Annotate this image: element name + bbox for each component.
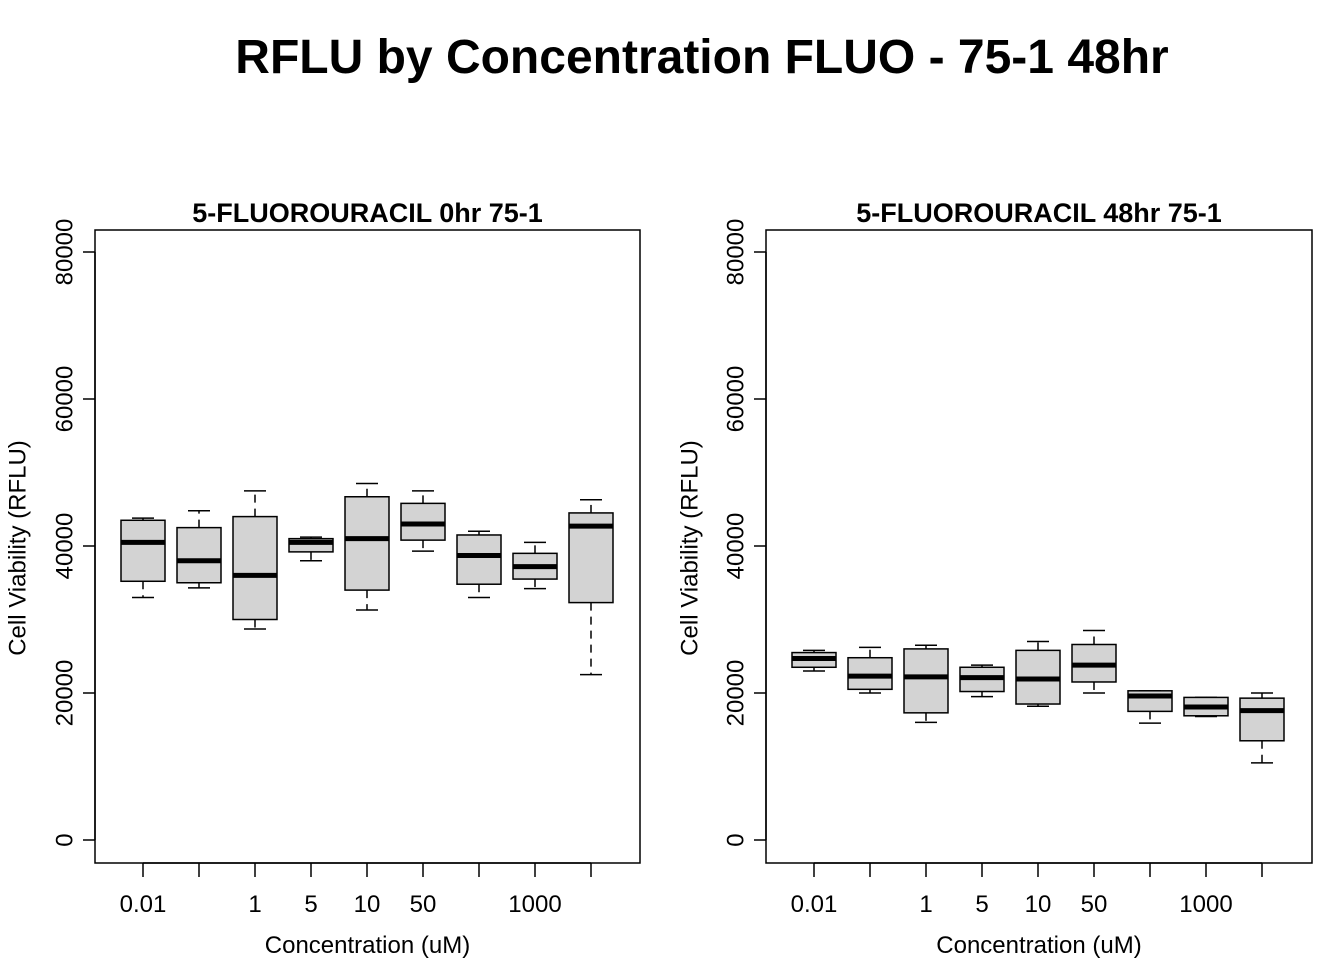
x-tick-label: 5 [304, 891, 317, 918]
box-iqr [344, 496, 390, 591]
y-tick-label: 0 [52, 833, 79, 846]
y-tick-label: 40000 [723, 513, 750, 580]
box-iqr [456, 534, 502, 585]
panel-title: 5-FLUOROURACIL 48hr 75-1 [856, 198, 1222, 228]
x-tick-label: 1000 [508, 891, 561, 918]
y-tick-label: 60000 [723, 366, 750, 433]
main-title: RFLU by Concentration FLUO - 75-1 48hr [235, 31, 1169, 84]
box-1000 [1183, 696, 1229, 718]
box-0.01 [120, 517, 166, 599]
panel-title: 5-FLUOROURACIL 0hr 75-1 [192, 198, 543, 228]
box-100 [1127, 690, 1173, 724]
box-iqr [903, 648, 949, 714]
box-100 [456, 530, 502, 599]
x-axis-label: Concentration (uM) [265, 932, 470, 959]
x-tick-label: 5 [975, 891, 988, 918]
y-tick-label: 60000 [52, 366, 79, 433]
box-10000 [568, 498, 614, 676]
right-panel: 5-FLUOROURACIL 48hr 75-1 0 20000 40000 60000… [677, 198, 1313, 959]
box-1000 [512, 541, 558, 590]
y-tick-label: 80000 [52, 219, 79, 286]
box-10 [1015, 640, 1061, 707]
box-iqr [1239, 697, 1285, 742]
x-tick-label: 10 [1025, 891, 1052, 918]
y-tick-label: 80000 [723, 219, 750, 286]
box-iqr [176, 526, 222, 584]
box-0.1 [847, 646, 893, 694]
x-tick-label: 0.01 [791, 891, 838, 918]
box-0.1 [176, 509, 222, 589]
box-50 [400, 490, 446, 552]
x-tick-label: 10 [354, 891, 381, 918]
box-iqr [232, 515, 278, 621]
box-iqr [847, 656, 893, 691]
box-0.01 [791, 649, 837, 672]
box-1 [903, 644, 949, 724]
left-panel: 5-FLUOROURACIL 0hr 75-1 0 20000 40000 60000 8… [5, 198, 641, 959]
x-tick-label: 1 [248, 891, 261, 918]
x-tick-label: 1 [919, 891, 932, 918]
y-tick-label: 40000 [52, 513, 79, 580]
x-tick-label: 50 [1081, 891, 1108, 918]
x-tick-label: 50 [410, 891, 437, 918]
box-5 [959, 664, 1005, 698]
plot-frame [765, 229, 1313, 864]
y-axis-label: Cell Viability (RFLU) [5, 440, 32, 656]
x-axis-label: Concentration (uM) [936, 932, 1141, 959]
x-tick-label: 1000 [1179, 891, 1232, 918]
y-tick-label: 20000 [723, 660, 750, 727]
y-tick-label: 20000 [52, 660, 79, 727]
box-10 [344, 482, 390, 611]
y-axis-label: Cell Viability (RFLU) [677, 440, 704, 656]
x-tick-label: 0.01 [120, 891, 167, 918]
box-5 [288, 536, 334, 562]
box-1 [232, 490, 278, 630]
y-tick-label: 0 [723, 833, 750, 846]
box-10000 [1239, 692, 1285, 764]
box-iqr [120, 519, 166, 583]
box-50 [1071, 629, 1117, 694]
